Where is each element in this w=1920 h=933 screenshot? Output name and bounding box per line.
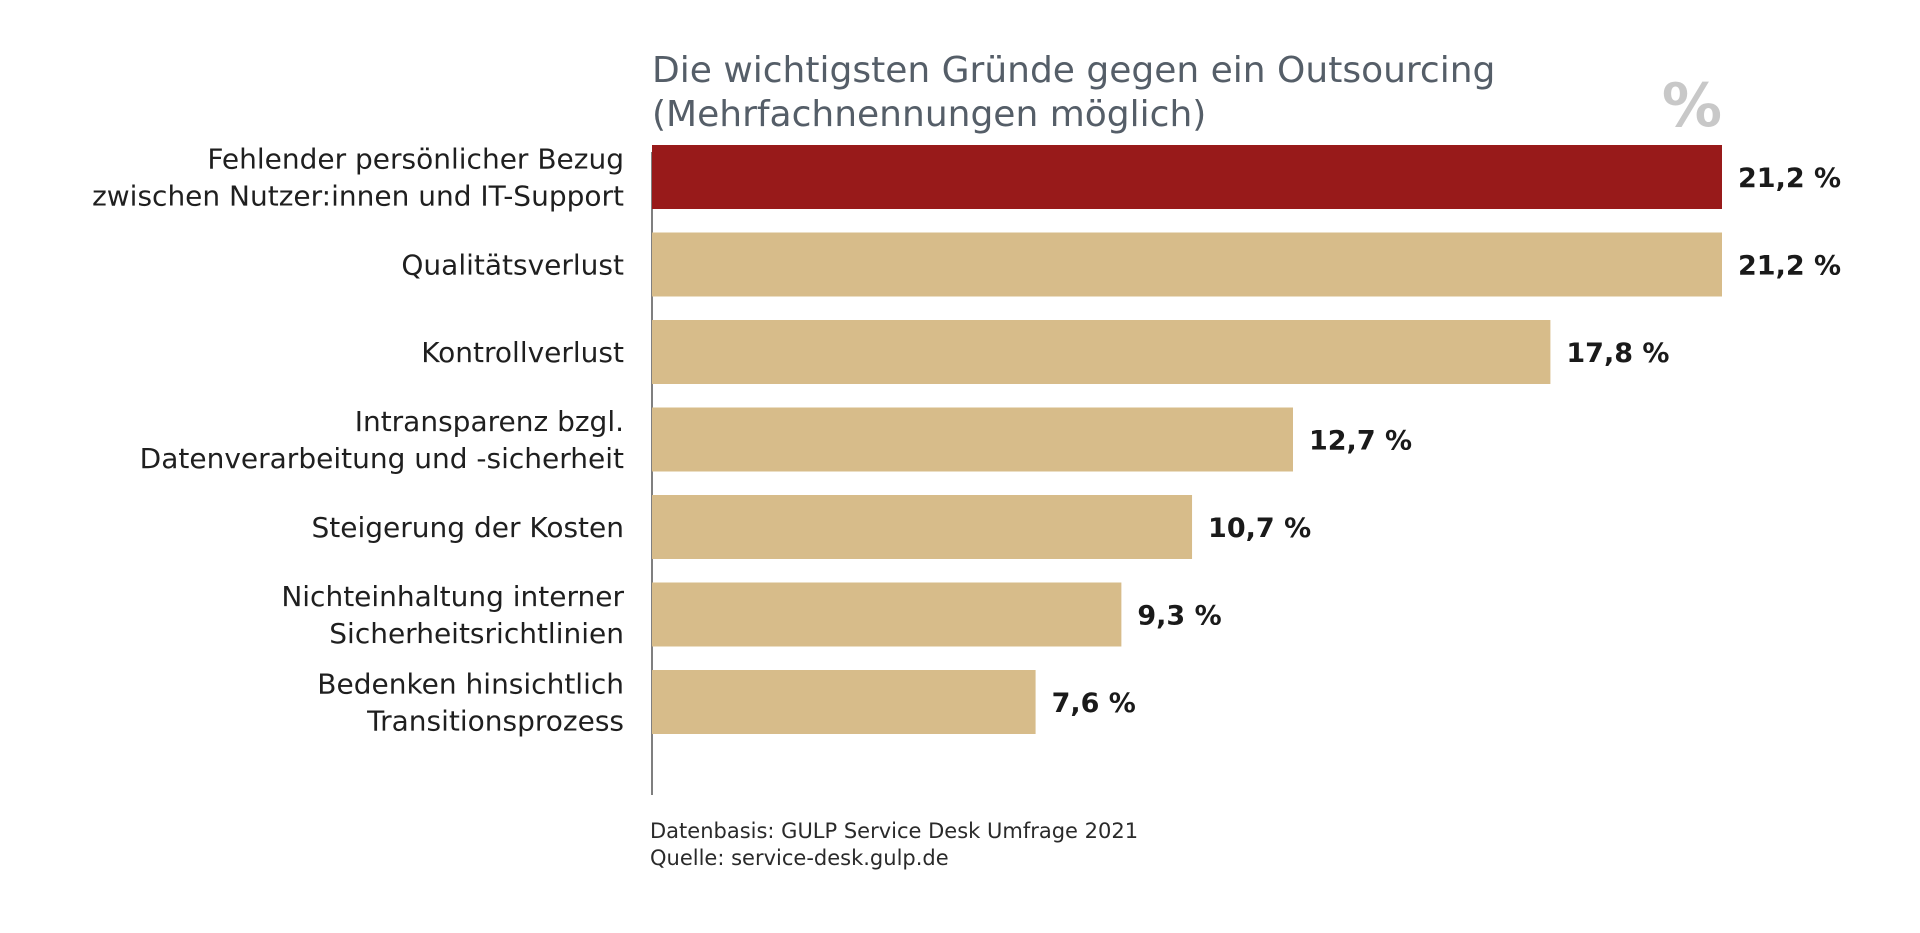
category-label: Datenverarbeitung und -sicherheit	[140, 442, 624, 475]
value-label: 12,7 %	[1309, 426, 1412, 457]
bar	[652, 320, 1551, 384]
bar	[652, 232, 1722, 297]
value-label: 7,6 %	[1052, 688, 1136, 719]
value-label: 17,8 %	[1566, 338, 1669, 369]
chart-subtitle: (Mehrfachnennungen möglich)	[652, 94, 1206, 135]
chart-title: Die wichtigsten Gründe gegen ein Outsour…	[652, 50, 1495, 91]
category-label: Qualitätsverlust	[401, 249, 624, 282]
category-label: Transitionsprozess	[366, 705, 624, 738]
category-label: Sicherheitsrichtlinien	[329, 617, 624, 650]
value-label: 10,7 %	[1208, 513, 1311, 544]
category-label: Bedenken hinsichtlich	[317, 668, 624, 701]
source-line-1: Datenbasis: GULP Service Desk Umfrage 20…	[650, 819, 1138, 843]
unit-label: %	[1662, 71, 1722, 141]
bar	[652, 145, 1722, 209]
category-label: Intransparenz bzgl.	[355, 405, 624, 438]
source-line-2: Quelle: service-desk.gulp.de	[650, 846, 949, 870]
bar	[652, 495, 1193, 559]
category-label: Fehlender persönlicher Bezug	[207, 143, 624, 176]
bar	[652, 407, 1293, 472]
bars-group: 21,2 % Fehlender persönlicher Bezug zwisch…	[92, 143, 1841, 738]
value-label: 9,3 %	[1137, 601, 1221, 632]
category-label: Kontrollverlust	[421, 336, 624, 369]
bar	[652, 670, 1036, 734]
value-label: 21,2 %	[1738, 251, 1841, 282]
category-label: Nichteinhaltung interner	[281, 580, 624, 613]
category-label: Steigerung der Kosten	[312, 511, 624, 544]
category-label: zwischen Nutzer:innen und IT-Support	[92, 180, 624, 213]
value-label: 21,2 %	[1738, 163, 1841, 194]
bar	[652, 582, 1122, 647]
